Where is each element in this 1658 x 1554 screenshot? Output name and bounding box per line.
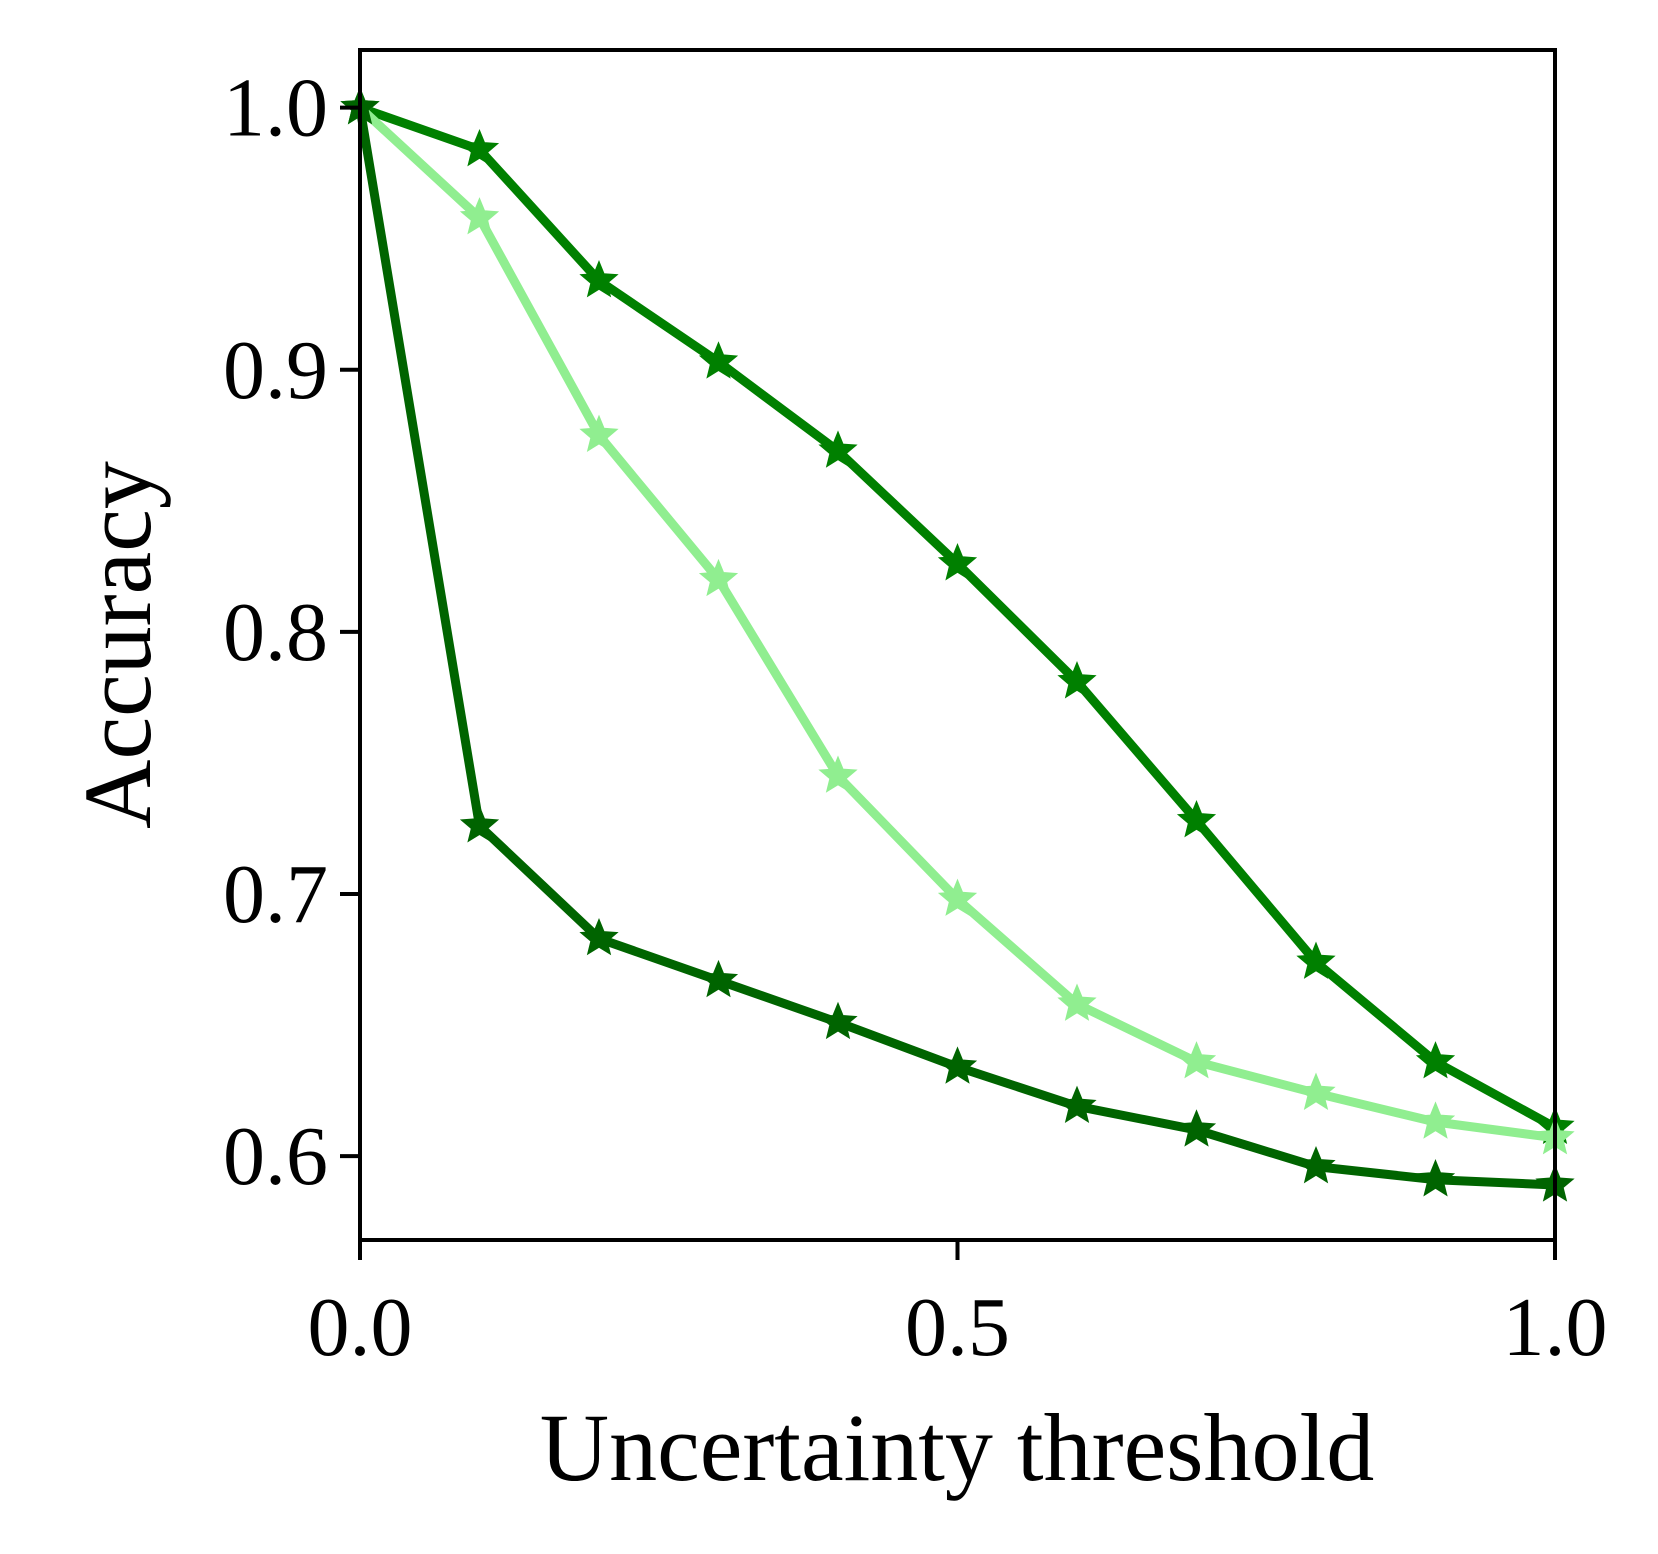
data-point-star — [1296, 1072, 1336, 1110]
data-point-star — [937, 878, 978, 916]
data-point-star — [1415, 1041, 1456, 1079]
y-tick-label: 0.6 — [223, 1110, 328, 1203]
data-point-star — [1176, 799, 1217, 838]
data-point-star — [1176, 1041, 1217, 1079]
data-point-star — [1415, 1159, 1456, 1197]
data-point-star — [698, 341, 739, 379]
data-point-star — [1415, 1101, 1456, 1139]
data-point-star — [1057, 1085, 1097, 1124]
series-line — [356, 104, 1556, 1143]
data-point-star — [579, 414, 619, 453]
data-point-star — [579, 917, 619, 956]
data-point-star — [698, 558, 739, 597]
data-point-star — [579, 260, 619, 298]
series-3 — [340, 87, 1575, 1202]
data-point-star — [1057, 661, 1097, 699]
series-line — [355, 106, 1556, 1190]
data-point-star — [1057, 983, 1097, 1021]
data-point-star — [1296, 1145, 1336, 1184]
data-point-star — [818, 430, 858, 468]
y-tick-label: 0.9 — [223, 324, 328, 417]
data-point-star — [459, 197, 500, 235]
data-point-star — [459, 805, 500, 843]
y-tick-label: 1.0 — [223, 62, 328, 155]
series-line — [358, 103, 1558, 1132]
data-point-star — [698, 959, 739, 998]
series-layer — [340, 87, 1575, 1202]
y-axis-title: Accuracy — [64, 461, 171, 829]
x-axis-title: Uncertainty threshold — [540, 1394, 1374, 1501]
data-point-star — [459, 128, 500, 167]
data-point-star — [1176, 1109, 1217, 1147]
series-2 — [340, 87, 1575, 1155]
y-tick-label: 0.7 — [223, 848, 328, 941]
data-point-star — [937, 1046, 978, 1084]
data-point-star — [937, 543, 978, 581]
ticks-layer: 0.0 0.5 1.0 0.6 0.7 0.8 0.9 1.0 — [223, 62, 1608, 1374]
y-tick-label: 0.8 — [223, 586, 328, 679]
data-point-star — [1296, 941, 1336, 979]
x-tick-label: 0.5 — [905, 1281, 1010, 1374]
x-tick-label: 1.0 — [1503, 1281, 1608, 1374]
x-tick-label: 0.0 — [308, 1281, 413, 1374]
data-point-star — [818, 755, 858, 793]
series-1 — [340, 87, 1575, 1145]
data-point-star — [818, 1001, 858, 1040]
